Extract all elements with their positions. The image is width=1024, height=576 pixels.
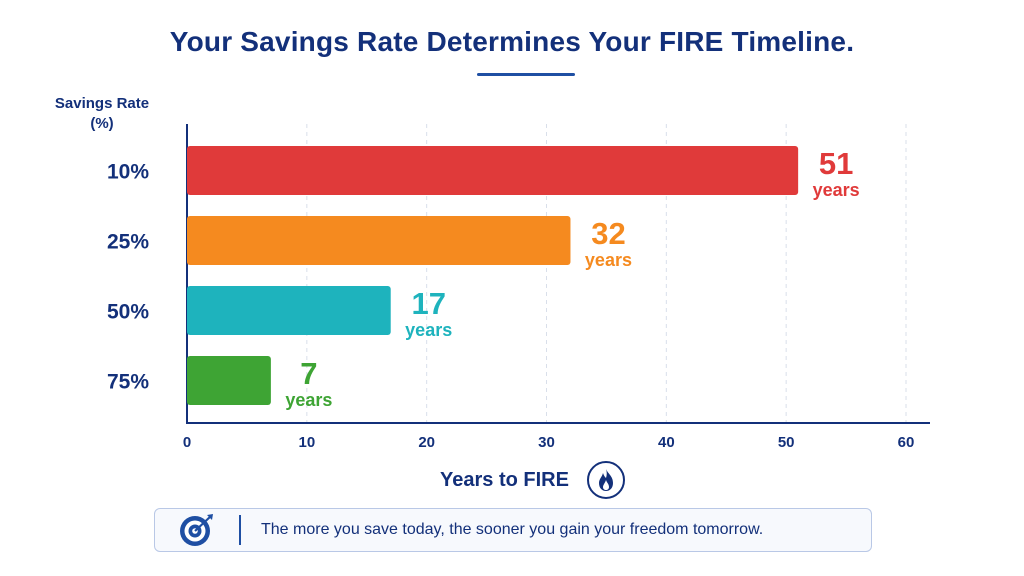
- data-label-value: 51: [819, 146, 853, 181]
- bar: [187, 286, 391, 335]
- data-label-value: 32: [591, 216, 625, 251]
- x-tick-label: 40: [658, 434, 675, 451]
- target-icon: [175, 510, 219, 550]
- y-category-label: 50%: [107, 301, 149, 324]
- x-tick-label: 60: [898, 434, 915, 451]
- bar: [187, 356, 271, 405]
- y-category-label: 10%: [107, 161, 149, 184]
- data-label-unit: years: [405, 320, 452, 340]
- flame-icon: [586, 461, 625, 499]
- title-underline: [477, 73, 575, 76]
- y-category-label: 25%: [107, 231, 149, 254]
- x-axis-label-group: Years to FIRE: [440, 458, 625, 502]
- footer-message-box: The more you save today, the sooner you …: [154, 508, 872, 552]
- x-tick-label: 30: [538, 434, 555, 451]
- footer-text: The more you save today, the sooner you …: [261, 521, 764, 538]
- x-tick-label: 20: [418, 434, 435, 451]
- data-label-unit: years: [585, 250, 632, 270]
- y-axis-label: Savings Rate (%): [54, 95, 150, 132]
- bar: [187, 146, 799, 195]
- y-category-label: 75%: [107, 371, 149, 394]
- data-label-value: 7: [300, 356, 317, 391]
- data-label-unit: years: [285, 390, 332, 410]
- x-tick-label: 10: [298, 434, 315, 451]
- x-tick-label: 0: [183, 434, 191, 451]
- x-tick-label: 50: [778, 434, 795, 451]
- chart-title: Your Savings Rate Determines Your FIRE T…: [169, 26, 855, 57]
- footer-divider: [239, 515, 241, 545]
- x-axis-label: Years to FIRE: [440, 468, 569, 491]
- bar: [187, 216, 571, 265]
- data-label-value: 17: [411, 286, 445, 321]
- data-label-unit: years: [813, 180, 860, 200]
